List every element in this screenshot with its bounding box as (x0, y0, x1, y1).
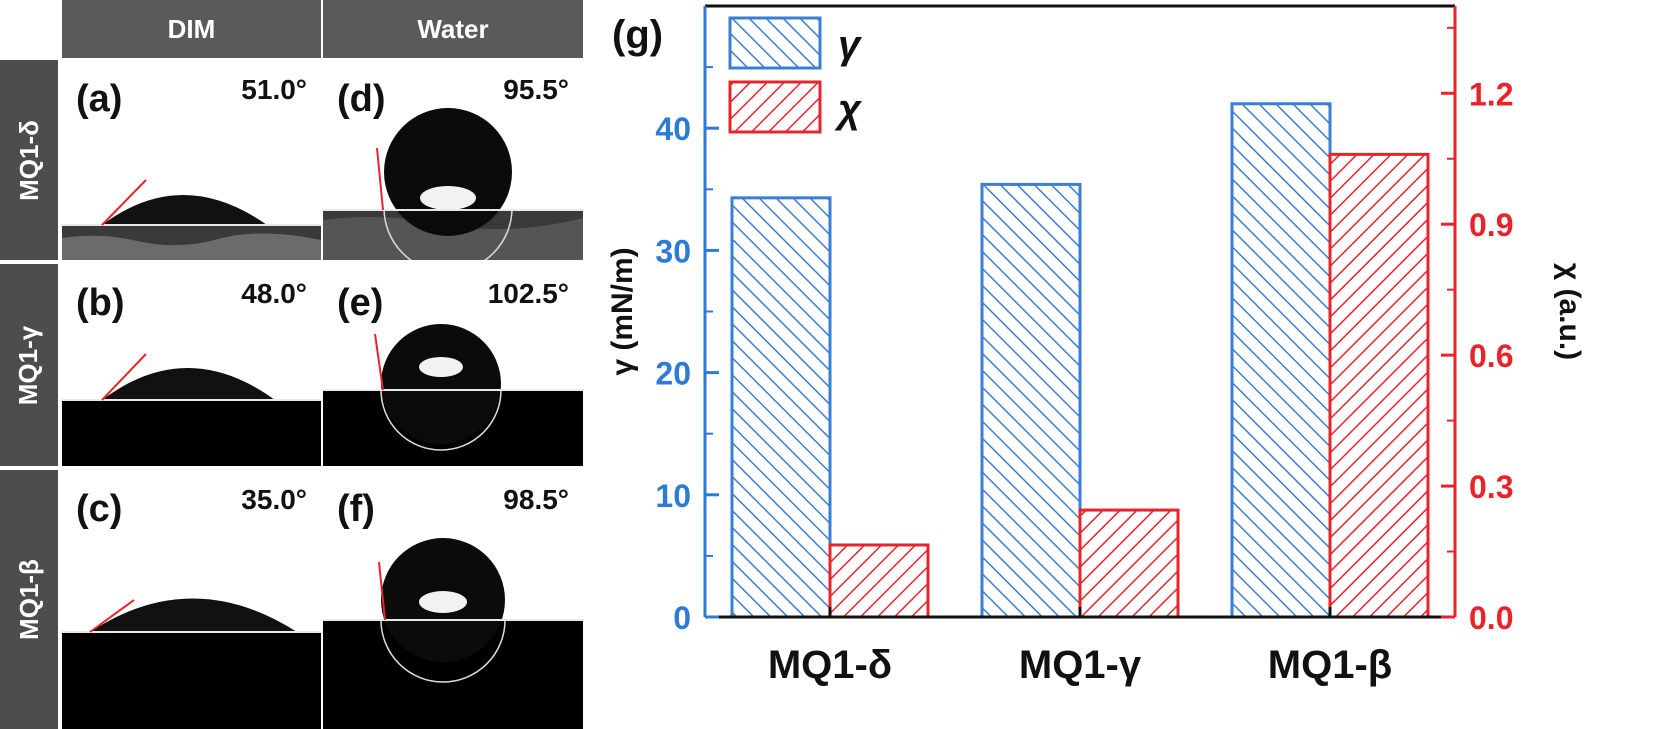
droplet-image-f (323, 538, 583, 729)
y-left-axis-title: γ (mN/m) (606, 247, 639, 375)
droplet-image-c (62, 598, 321, 729)
y-left-tick-label-0: 0 (673, 600, 691, 636)
y-right-tick-label-3: 0.9 (1469, 207, 1513, 243)
bar-gamma-1 (980, 182, 1082, 619)
x-tick-label-0: MQ1-δ (768, 643, 892, 687)
header-dim: DIM (62, 0, 321, 58)
droplet-image-b (62, 353, 321, 466)
panel-a: (a) 51.0° (62, 60, 321, 260)
legend-swatch-gamma (728, 16, 822, 70)
panel-label-d: (d) (337, 78, 386, 120)
contact-angle-c: 35.0° (241, 484, 307, 515)
panel-c: (c) 35.0° (62, 470, 321, 729)
bar-gamma-0 (730, 196, 832, 619)
y-right-tick-label-4: 1.2 (1469, 76, 1513, 112)
y-right-axis-title: χ (a.u.) (1553, 263, 1586, 360)
y-left-tick-label-1: 10 (655, 478, 691, 514)
panel-f: (f) 98.5° (323, 470, 583, 729)
contact-angle-a: 51.0° (241, 74, 307, 105)
y-right-tick-label-1: 0.3 (1469, 469, 1513, 505)
bar-chi-2 (1328, 152, 1430, 619)
panel-d: (d) 95.5° (323, 60, 583, 260)
droplet-image-d (323, 108, 583, 260)
droplet-image-a (62, 179, 321, 260)
y-left-tick-label-2: 20 (655, 356, 691, 392)
bar-chi-0 (828, 543, 930, 619)
row-label-gamma: MQ1-γ (0, 264, 58, 466)
y-right-tick-label-2: 0.6 (1469, 338, 1513, 374)
legend-label-chi: χ (834, 87, 863, 131)
row-label-beta: MQ1-β (0, 470, 58, 729)
panel-e: (e) 102.5° (323, 264, 583, 466)
legend-swatch-chi (728, 80, 822, 134)
panel-label-b: (b) (76, 282, 125, 324)
panel-label-e: (e) (337, 282, 384, 324)
y-left-tick-label-3: 30 (655, 233, 691, 269)
droplet-image-e (323, 324, 583, 466)
contact-angle-d: 95.5° (503, 74, 569, 105)
contact-angle-e: 102.5° (487, 278, 569, 309)
contact-angle-b: 48.0° (241, 278, 307, 309)
legend-label-gamma: γ (838, 23, 863, 67)
contact-angle-f: 98.5° (503, 484, 569, 515)
panel-label-a: (a) (76, 78, 123, 120)
x-tick-label-2: MQ1-β (1268, 643, 1392, 687)
bar-chi-1 (1078, 508, 1180, 619)
panel-b: (b) 48.0° (62, 264, 321, 466)
y-left-tick-label-4: 40 (655, 111, 691, 147)
row-label-delta: MQ1-δ (0, 60, 58, 260)
panel-label-c: (c) (76, 488, 123, 530)
panel-label-f: (f) (337, 488, 375, 530)
header-water: Water (323, 0, 583, 58)
x-tick-label-1: MQ1-γ (1019, 643, 1142, 687)
bar-gamma-2 (1230, 102, 1332, 619)
y-right-tick-label-0: 0.0 (1469, 600, 1513, 636)
panel-label-g: (g) (612, 13, 663, 57)
